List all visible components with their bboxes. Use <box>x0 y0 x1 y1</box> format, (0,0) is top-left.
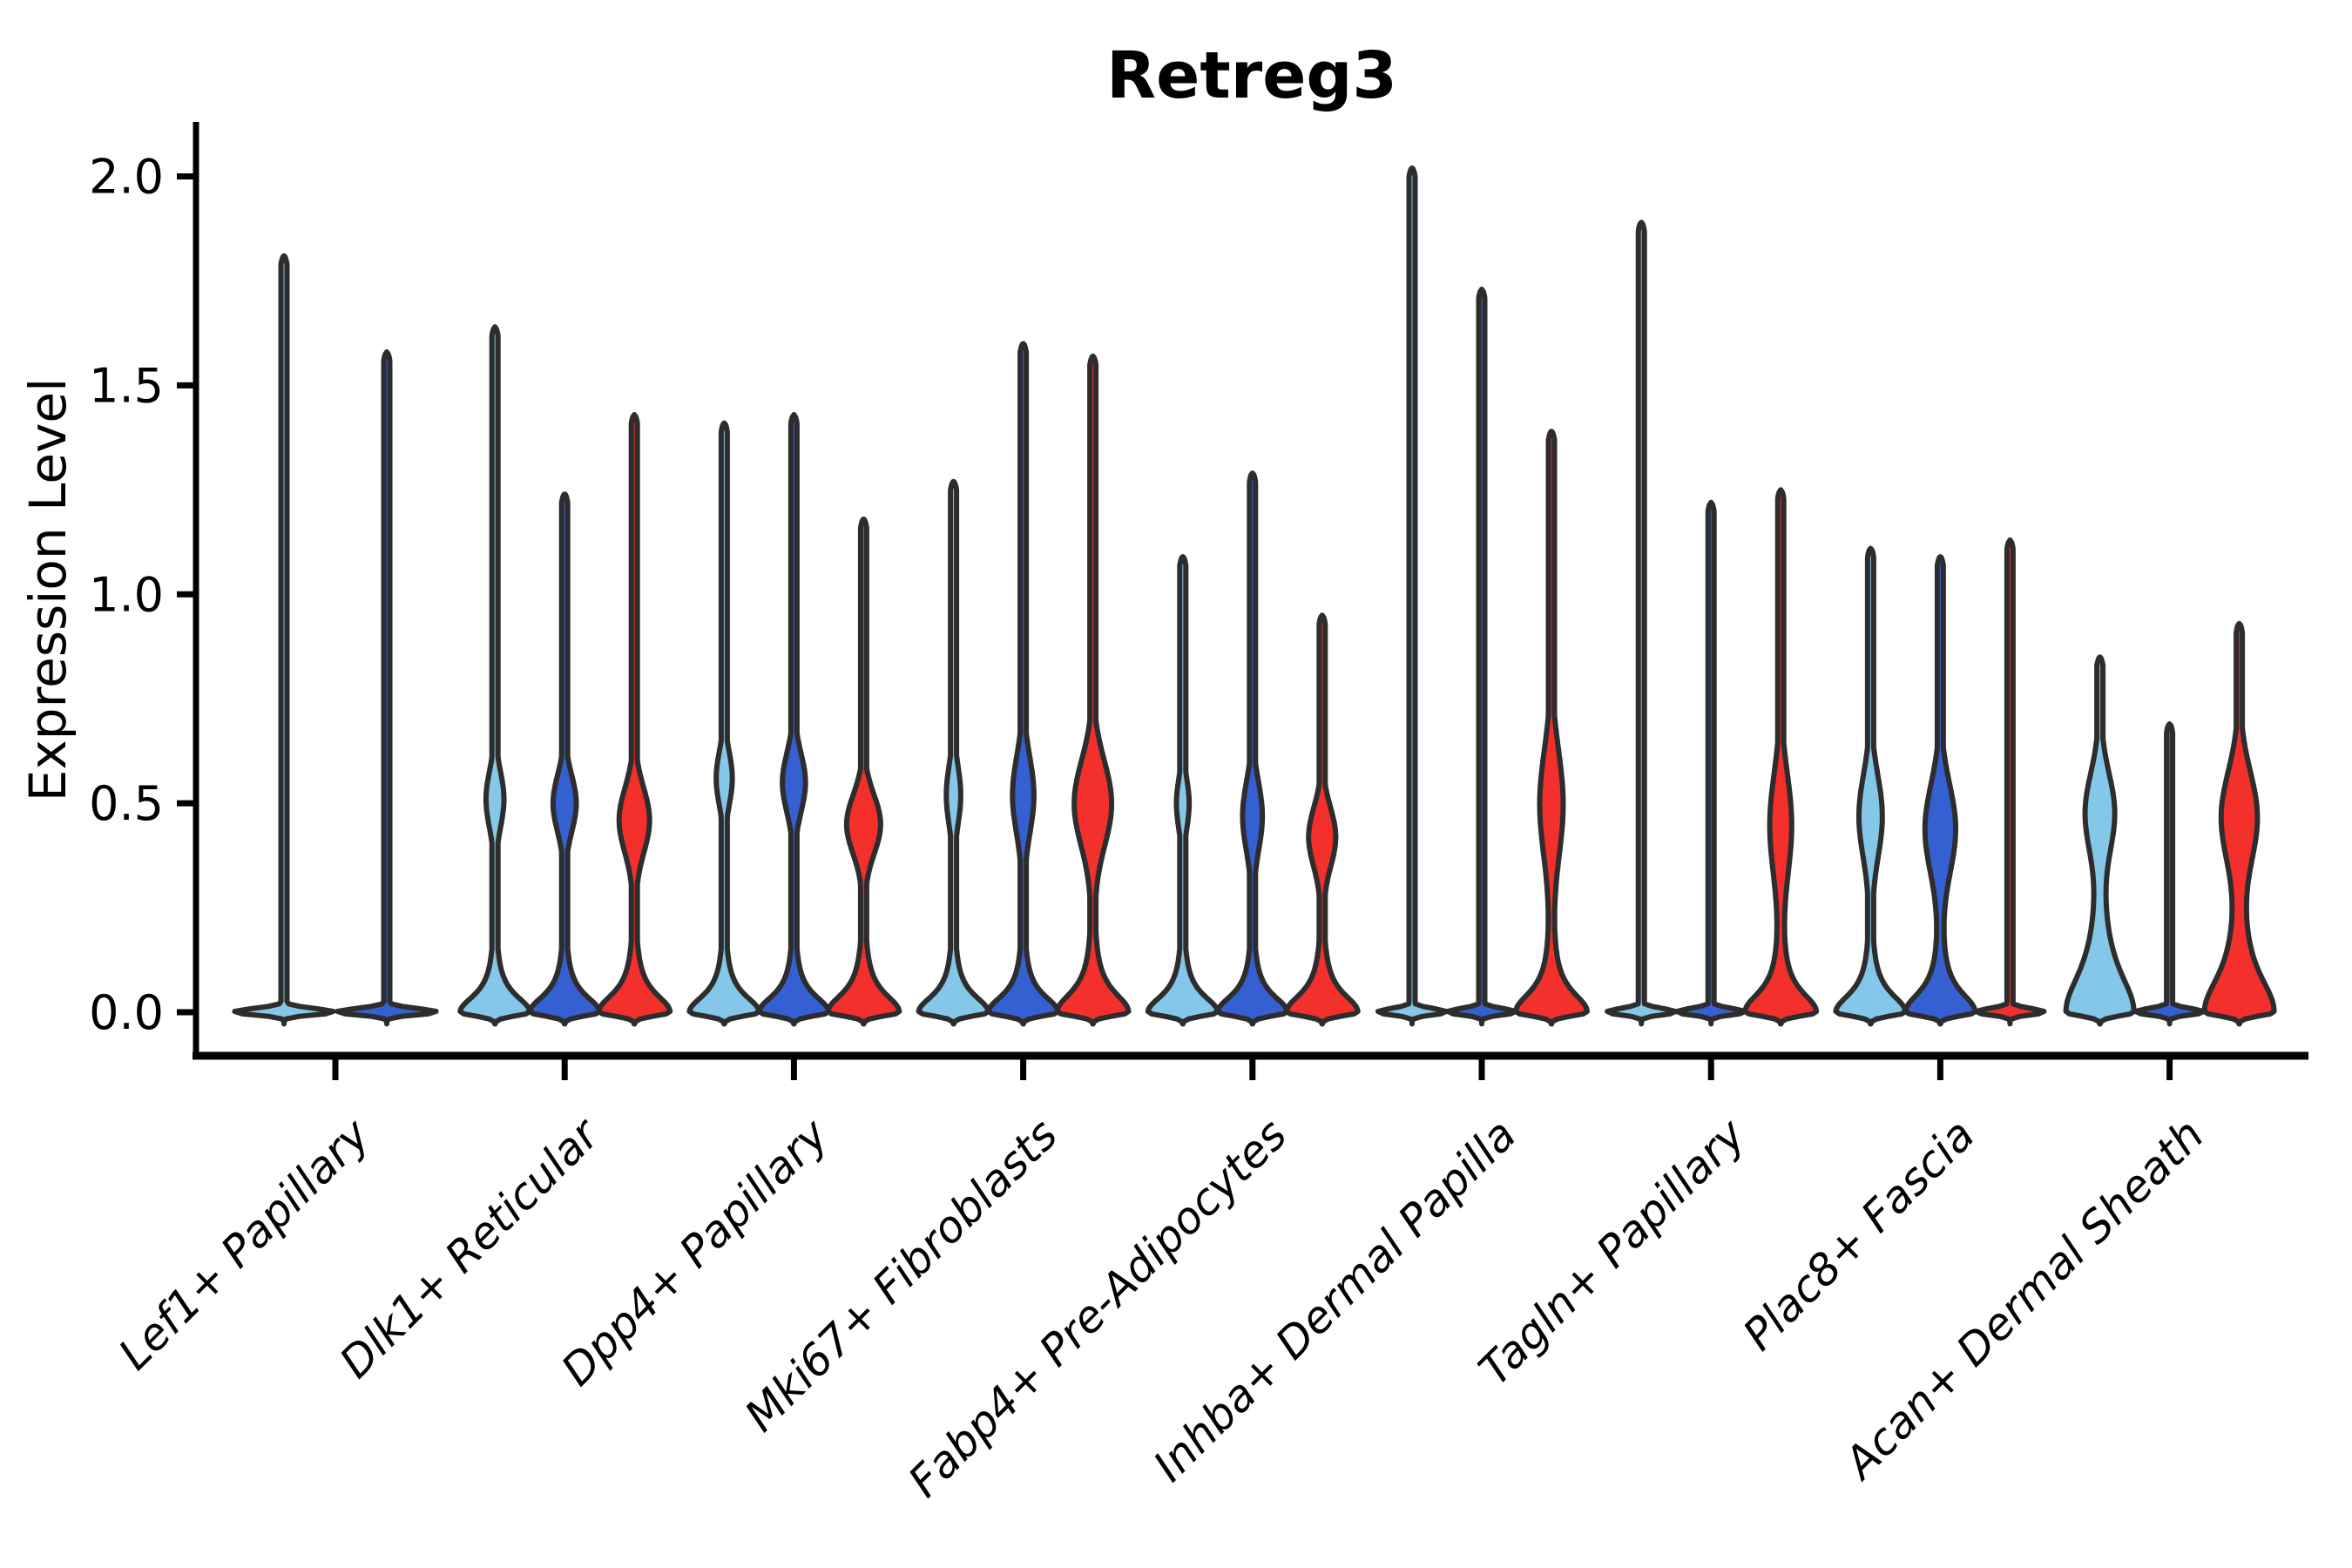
violin-group-dark-blue-0 <box>335 349 439 1027</box>
violin-group-dark-blue-1 <box>527 491 603 1027</box>
y-ticks: 0.0 0.5 1.0 1.5 2.0 <box>89 150 196 1040</box>
violin-group-red-6 <box>1742 487 1820 1027</box>
violin-group-light-blue-1 <box>457 324 533 1027</box>
violin-group-light-blue-0 <box>232 253 336 1027</box>
y-tick-label-1.5: 1.5 <box>89 358 164 413</box>
x-tick-label-5: Inhba+ Dermal Papilla <box>1144 1109 1525 1490</box>
violin-group-light-blue-6 <box>1605 220 1679 1027</box>
violin-group-dark-blue-5 <box>1444 287 1519 1027</box>
violin-group-light-blue-8 <box>2063 654 2137 1027</box>
violin-group-red-4 <box>1283 612 1361 1027</box>
x-tick-label-0: Lef1+ Papillary <box>109 1108 380 1379</box>
violin-group-dark-blue-3 <box>985 341 1061 1027</box>
violin-group-red-3 <box>1054 353 1132 1027</box>
x-tick-label-7: Plac8+ Fascia <box>1734 1109 1984 1360</box>
violin-group-red-1 <box>596 412 673 1027</box>
y-tick-label-0.5: 0.5 <box>89 776 164 831</box>
violin-group-light-blue-4 <box>1145 554 1220 1027</box>
x-tick-label-4: Fabp4+ Pre-Adipocytes <box>899 1109 1297 1507</box>
violin-group-dark-blue-8 <box>2132 721 2207 1027</box>
x-tick-label-8: Acan+ Dermal Sheath <box>1833 1109 2213 1490</box>
violin-group-dark-blue-6 <box>1674 499 1748 1027</box>
violin-group-light-blue-2 <box>686 420 762 1027</box>
violin-group-dark-blue-2 <box>756 412 832 1027</box>
violin-group-red-8 <box>2201 620 2277 1027</box>
chart-title: Retreg3 <box>1106 38 1397 113</box>
y-axis-label: Expression Level <box>18 378 78 801</box>
y-tick-label-1.0: 1.0 <box>89 567 164 622</box>
y-tick-label-0.0: 0.0 <box>89 985 164 1040</box>
violin-group-light-blue-7 <box>1833 545 1909 1027</box>
y-tick-label-2.0: 2.0 <box>89 150 164 205</box>
violins-layer <box>232 165 2277 1027</box>
violin-group-light-blue-5 <box>1375 165 1450 1027</box>
violin-group-dark-blue-4 <box>1214 470 1290 1027</box>
violin-group-light-blue-3 <box>916 478 991 1027</box>
violin-group-red-7 <box>1973 537 2047 1027</box>
violin-group-red-5 <box>1513 429 1590 1027</box>
violin-group-red-2 <box>825 516 902 1027</box>
violin-group-dark-blue-7 <box>1903 554 1978 1027</box>
